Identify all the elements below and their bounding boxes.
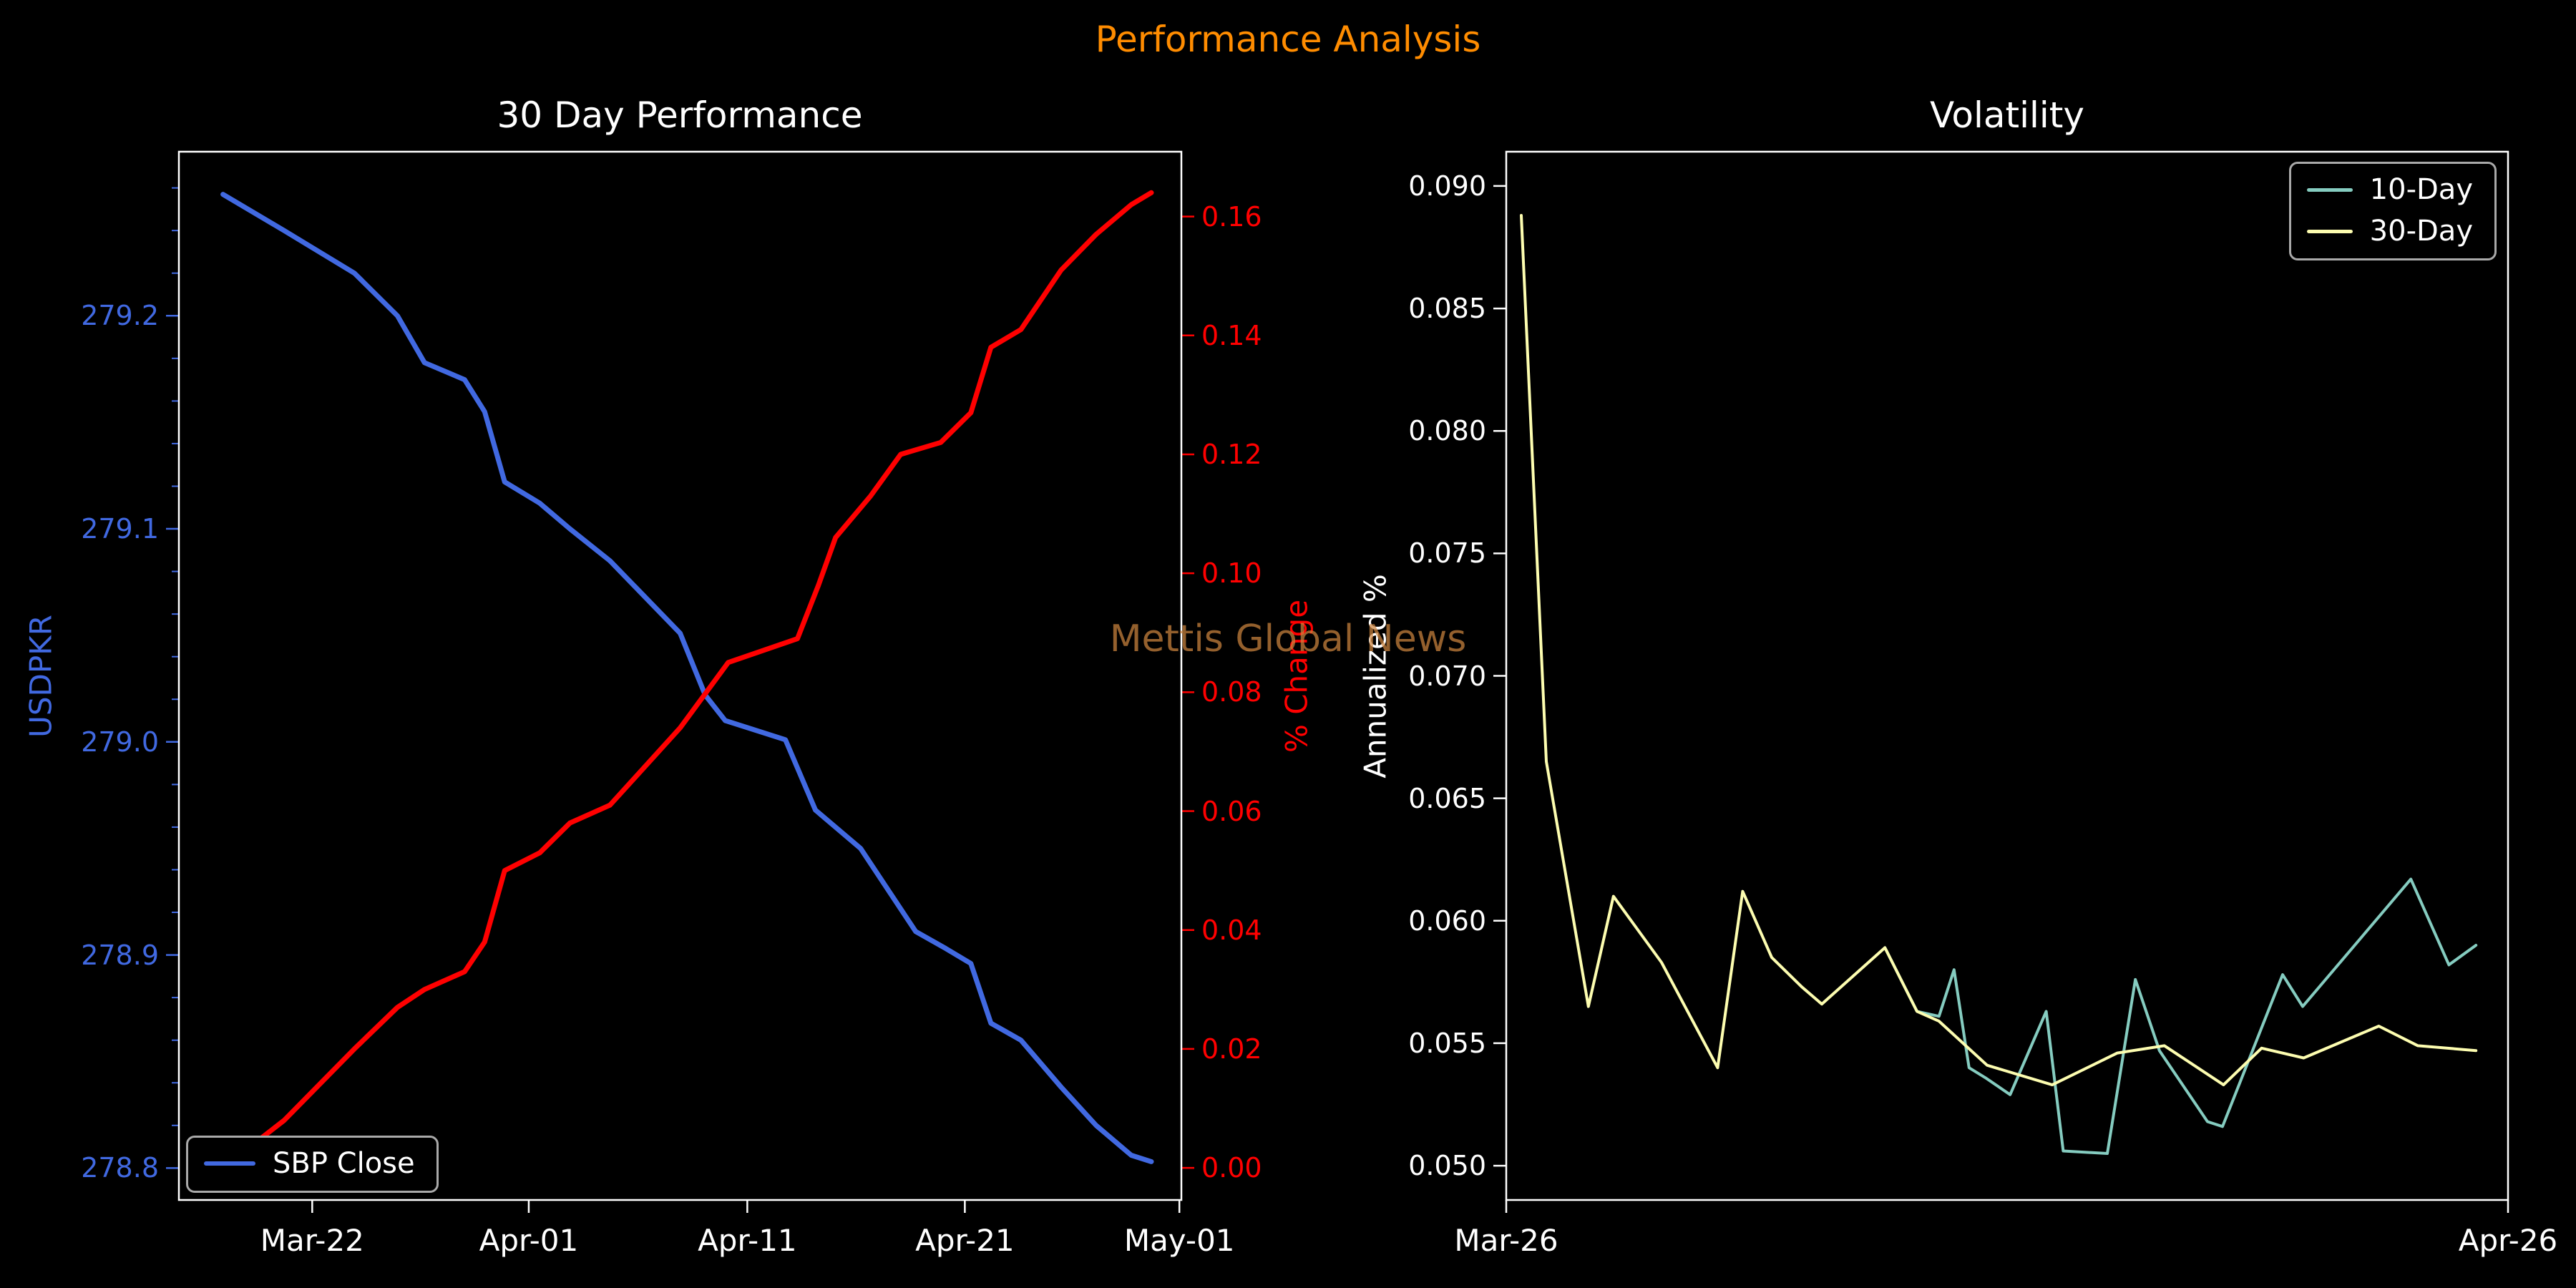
y-tick-label: 0.070 [1408,660,1486,692]
x-tick-label: Apr-26 [2458,1223,2558,1258]
y-tick-label: 278.9 [81,939,159,971]
x-tick-label: Apr-11 [698,1223,797,1258]
annualized-pct-axis-label: Annualized % [1357,574,1393,779]
performance-chart: SBP Close [166,150,1194,1213]
y-tick-label: 0.080 [1408,415,1486,447]
series-line--change [220,190,1154,1171]
x-tick-label: Apr-21 [915,1223,1015,1258]
thirty-day-line-swatch [2306,229,2353,233]
legend-item-30-day: 30-Day [2306,215,2473,248]
y-tick-label: 279.0 [81,726,159,758]
y-tick-label: 279.1 [81,513,159,545]
y-tick-label: 279.2 [81,300,159,332]
y-tick-label: 0.16 [1201,200,1262,233]
volatility-chart-title: Volatility [1930,94,2084,136]
y-tick-label: 0.10 [1201,557,1262,590]
ten-day-line-swatch [2306,187,2353,192]
figure-title: Performance Analysis [1095,19,1481,60]
y-tick-label: 0.050 [1408,1150,1486,1182]
x-tick-label: Mar-22 [260,1223,364,1258]
legend-label: 30-Day [2369,215,2473,248]
y-tick-label: 0.085 [1408,293,1486,325]
x-tick-label: Apr-01 [479,1223,579,1258]
x-tick-label: Mar-26 [1454,1223,1558,1258]
y-tick-label: 0.14 [1201,319,1262,351]
plot-canvas [1493,150,2509,1213]
volatility-legend: 10-Day 30-Day [2288,162,2497,260]
legend-item-10-day: 10-Day [2306,173,2473,206]
sbp-close-line-swatch [204,1161,255,1166]
y-tick-label: 0.055 [1408,1027,1486,1059]
series-line-sbp-close [220,192,1154,1164]
y-tick-label: 0.075 [1408,537,1486,570]
performance-legend: SBP Close [186,1136,439,1193]
legend-label: SBP Close [273,1147,415,1180]
y-tick-label: 0.060 [1408,904,1486,937]
y-tick-label: 0.06 [1201,795,1262,827]
y-tick-label: 0.00 [1201,1152,1262,1184]
usdpkr-axis-label: USDPKR [23,615,59,738]
plot-canvas [166,150,1194,1213]
y-tick-label: 0.090 [1408,170,1486,202]
y-tick-label: 0.12 [1201,438,1262,470]
performance-chart-title: 30 Day Performance [497,94,863,136]
volatility-chart: 10-Day 30-Day [1493,150,2509,1213]
legend-label: 10-Day [2369,173,2473,206]
y-tick-label: 0.02 [1201,1033,1262,1065]
y-tick-label: 0.08 [1201,676,1262,708]
series-line-30-day [1520,214,2478,1087]
x-tick-label: May-01 [1123,1223,1235,1258]
y-tick-label: 278.8 [81,1152,159,1184]
y-tick-label: 0.04 [1201,914,1262,946]
series-line-10-day [1883,877,2478,1155]
y-tick-label: 0.065 [1408,782,1486,814]
plot-border [177,150,1183,1201]
watermark: Mettis Global News [1109,618,1467,660]
plot-border [1505,150,2509,1201]
legend-item-sbp-close: SBP Close [204,1148,415,1179]
